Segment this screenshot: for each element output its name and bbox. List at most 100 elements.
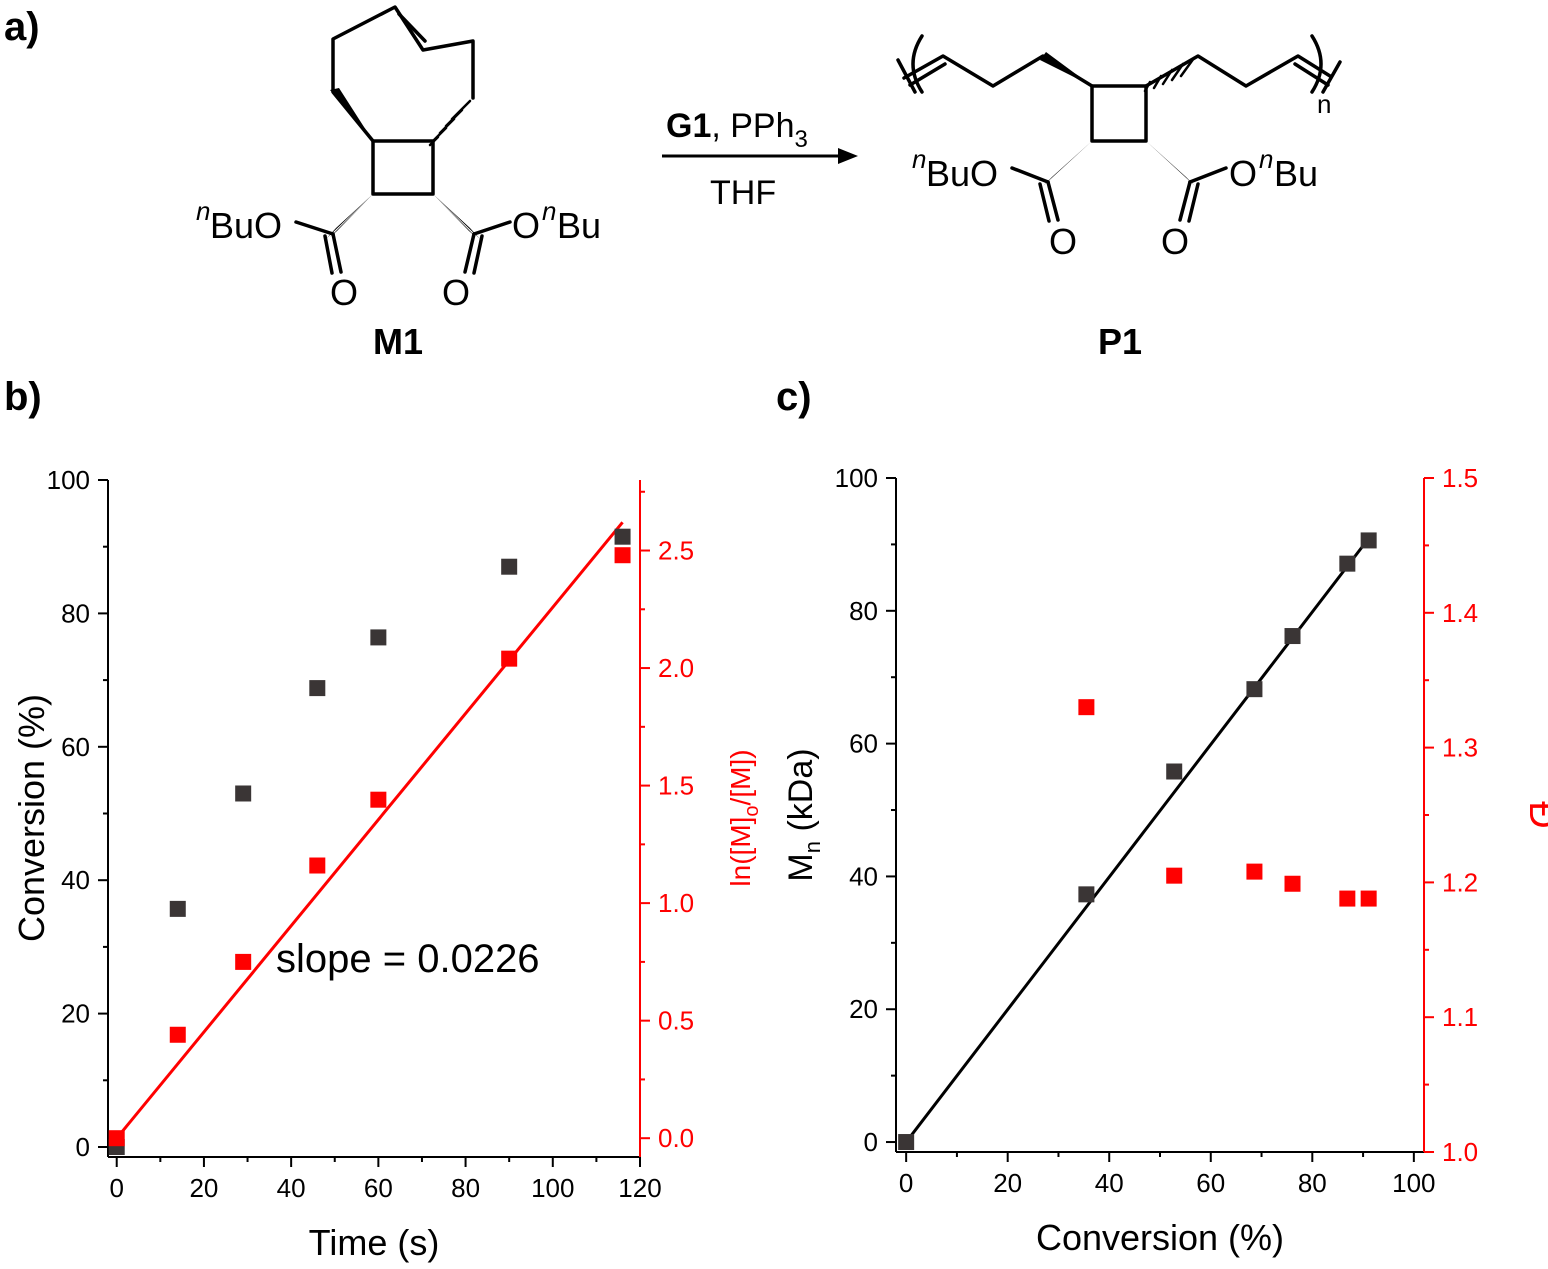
data-point-right bbox=[1166, 867, 1183, 884]
fit-line bbox=[904, 534, 1372, 1143]
monomer-ester-left: BuO bbox=[210, 205, 282, 246]
left-tick-label: 20 bbox=[61, 999, 90, 1029]
monomer-ester-right-o: O bbox=[512, 205, 540, 246]
data-point-left bbox=[501, 558, 518, 575]
data-point-right bbox=[169, 1026, 186, 1043]
polymer-ester-right-bu: Bu bbox=[1274, 153, 1318, 194]
x-tick-label: 100 bbox=[531, 1173, 574, 1203]
data-point-left bbox=[309, 680, 326, 697]
monomer-ester-right-bu: Bu bbox=[557, 205, 601, 246]
data-point-left bbox=[1360, 532, 1377, 549]
right-tick-label: 0.0 bbox=[658, 1123, 694, 1153]
polymer-wedges bbox=[1040, 52, 1195, 186]
data-point-right bbox=[108, 1130, 125, 1147]
x-tick-label: 80 bbox=[1298, 1168, 1327, 1198]
right-tick-label: 2.0 bbox=[658, 653, 694, 683]
data-point-left bbox=[1246, 681, 1263, 698]
right-tick-label: 1.3 bbox=[1442, 733, 1478, 763]
x-tick-label: 100 bbox=[1392, 1168, 1435, 1198]
polymer-repeat-n: n bbox=[1317, 89, 1331, 119]
reagents-bottom: THF bbox=[710, 174, 776, 212]
data-point-right bbox=[614, 547, 631, 564]
right-axis-label: ln([M]o/[M]) bbox=[725, 749, 763, 886]
polymer-carbonyl-o-right: O bbox=[1161, 221, 1189, 262]
data-point-right bbox=[1360, 890, 1377, 907]
x-tick-label: 60 bbox=[364, 1173, 393, 1203]
polymer-label: P1 bbox=[1098, 321, 1142, 362]
x-axis-label: Conversion (%) bbox=[1036, 1217, 1284, 1258]
right-tick-label: 1.0 bbox=[1442, 1137, 1478, 1167]
left-tick-label: 0 bbox=[864, 1127, 878, 1157]
right-tick-label: 0.5 bbox=[658, 1006, 694, 1036]
kinetics-chart: 0 20 40 60 80 100 120 0 20 40 60 80 100 0.0 0.5 1.0 1.5 2… bbox=[11, 465, 763, 1263]
molecular-weight-chart: 0 20 40 60 80 1000204060801001.01.11.21.31.41… bbox=[782, 463, 1548, 1258]
right-tick-label: 1.5 bbox=[1442, 463, 1478, 493]
data-point-right bbox=[235, 953, 252, 970]
left-tick-label: 100 bbox=[835, 463, 878, 493]
reagents-top: G1, PPh3 bbox=[666, 107, 808, 153]
left-tick-label: 40 bbox=[61, 865, 90, 895]
x-tick-label: 60 bbox=[1196, 1168, 1225, 1198]
monomer-structure bbox=[294, 5, 512, 275]
x-tick-label: 40 bbox=[277, 1173, 306, 1203]
monomer-wedges bbox=[326, 88, 480, 239]
slope-annotation: slope = 0.0226 bbox=[276, 937, 540, 981]
right-tick-label: 1.1 bbox=[1442, 1002, 1478, 1032]
right-tick-label: 2.5 bbox=[658, 536, 694, 566]
x-tick-label: 0 bbox=[899, 1168, 913, 1198]
left-tick-label: 0 bbox=[76, 1132, 90, 1162]
monomer-label: M1 bbox=[373, 321, 423, 362]
data-point-left bbox=[1339, 555, 1356, 572]
panel-label-a: a) bbox=[4, 5, 40, 49]
right-tick-label: 1.4 bbox=[1442, 598, 1478, 628]
x-tick-label: 0 bbox=[109, 1173, 123, 1203]
x-tick-label: 120 bbox=[618, 1173, 661, 1203]
fit-line bbox=[115, 521, 624, 1140]
polymer-carbonyl-o-left: O bbox=[1049, 221, 1077, 262]
reaction-arrow bbox=[662, 148, 858, 164]
data-point-left bbox=[614, 528, 631, 545]
left-axis-label: Mn (kDa) bbox=[782, 748, 825, 881]
polymer-n-prefix-right: n bbox=[1259, 144, 1273, 174]
left-tick-label: 60 bbox=[61, 732, 90, 762]
data-point-left bbox=[898, 1134, 915, 1151]
monomer-carbonyl-o-left: O bbox=[330, 272, 358, 313]
polymer-ester-left: BuO bbox=[926, 153, 998, 194]
data-point-left bbox=[1078, 886, 1095, 903]
x-axis-label: Time (s) bbox=[309, 1222, 440, 1263]
data-point-right bbox=[501, 650, 518, 667]
data-point-left bbox=[1284, 628, 1301, 645]
data-point-right bbox=[309, 857, 326, 874]
monomer-n-prefix-left: n bbox=[196, 196, 210, 226]
left-tick-label: 100 bbox=[47, 465, 90, 495]
left-axis-label: Conversion (%) bbox=[11, 694, 52, 942]
x-tick-label: 80 bbox=[451, 1173, 480, 1203]
polymer-n-prefix-left: n bbox=[912, 144, 926, 174]
data-point-right bbox=[370, 791, 387, 808]
right-axis-label: Đ bbox=[1521, 801, 1548, 828]
monomer-n-prefix-right: n bbox=[542, 196, 556, 226]
data-point-left bbox=[169, 900, 186, 917]
panel-label-c: c) bbox=[776, 375, 812, 419]
data-point-right bbox=[1284, 875, 1301, 892]
monomer-carbonyl-o-right: O bbox=[442, 272, 470, 313]
left-tick-label: 40 bbox=[849, 861, 878, 891]
right-tick-label: 1.5 bbox=[658, 771, 694, 801]
left-tick-label: 60 bbox=[849, 729, 878, 759]
data-point-left bbox=[370, 629, 387, 646]
data-point-left bbox=[1166, 763, 1183, 780]
left-tick-label: 20 bbox=[849, 994, 878, 1024]
x-tick-label: 20 bbox=[189, 1173, 218, 1203]
right-tick-label: 1.2 bbox=[1442, 867, 1478, 897]
data-point-left bbox=[235, 785, 252, 802]
polymer-ester-right-o: O bbox=[1229, 153, 1257, 194]
data-point-right bbox=[1078, 699, 1095, 716]
data-point-right bbox=[1246, 863, 1263, 880]
left-tick-label: 80 bbox=[849, 596, 878, 626]
right-tick-label: 1.0 bbox=[658, 888, 694, 918]
panel-label-b: b) bbox=[4, 375, 42, 419]
x-tick-label: 20 bbox=[993, 1168, 1022, 1198]
x-tick-label: 40 bbox=[1095, 1168, 1124, 1198]
data-point-right bbox=[1339, 890, 1356, 907]
